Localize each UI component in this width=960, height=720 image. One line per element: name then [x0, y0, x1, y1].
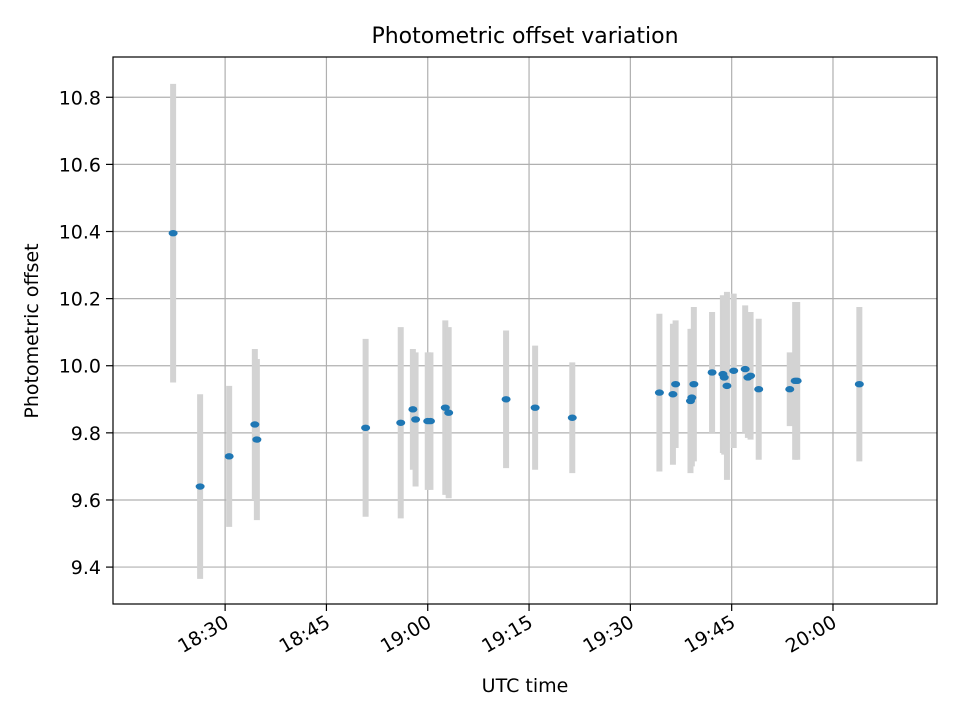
data-point: [671, 380, 681, 388]
data-point: [501, 396, 511, 403]
data-point: [440, 404, 450, 411]
data-points: [168, 229, 864, 490]
y-tick-label: 10.6: [59, 154, 101, 176]
data-point: [707, 369, 717, 376]
y-tick-label: 10.2: [59, 289, 101, 311]
data-point: [722, 382, 732, 390]
data-point: [740, 365, 750, 373]
data-point: [785, 386, 795, 393]
data-point: [654, 389, 664, 396]
y-tick-label: 9.6: [71, 490, 101, 512]
y-tick-label: 10.8: [59, 87, 101, 109]
y-tick-label: 9.8: [71, 423, 101, 445]
data-point: [689, 380, 699, 388]
data-point: [361, 424, 371, 432]
data-point: [567, 414, 577, 421]
x-axis-label: UTC time: [482, 675, 569, 697]
data-point: [668, 391, 678, 398]
data-point: [729, 367, 739, 374]
data-point: [719, 374, 729, 381]
plot-frame: [112, 56, 938, 605]
data-point: [754, 386, 764, 393]
data-point: [792, 377, 802, 385]
y-tick-label: 10.4: [59, 222, 101, 244]
y-tick-label: 9.4: [71, 557, 101, 579]
data-point: [444, 409, 454, 416]
data-point: [687, 394, 697, 401]
data-point: [425, 417, 435, 425]
y-tick-label: 10.0: [59, 356, 101, 378]
data-point: [746, 372, 756, 380]
chart-title: Photometric offset variation: [371, 24, 678, 49]
data-point: [530, 404, 540, 411]
data-point: [252, 436, 262, 443]
data-point: [168, 229, 178, 237]
data-point: [396, 419, 406, 426]
data-point: [195, 483, 205, 490]
data-point: [250, 421, 260, 428]
data-point: [854, 380, 864, 388]
data-point: [408, 406, 418, 413]
data-point: [224, 453, 234, 460]
data-point: [411, 416, 421, 423]
y-axis-label: Photometric offset: [21, 243, 43, 418]
